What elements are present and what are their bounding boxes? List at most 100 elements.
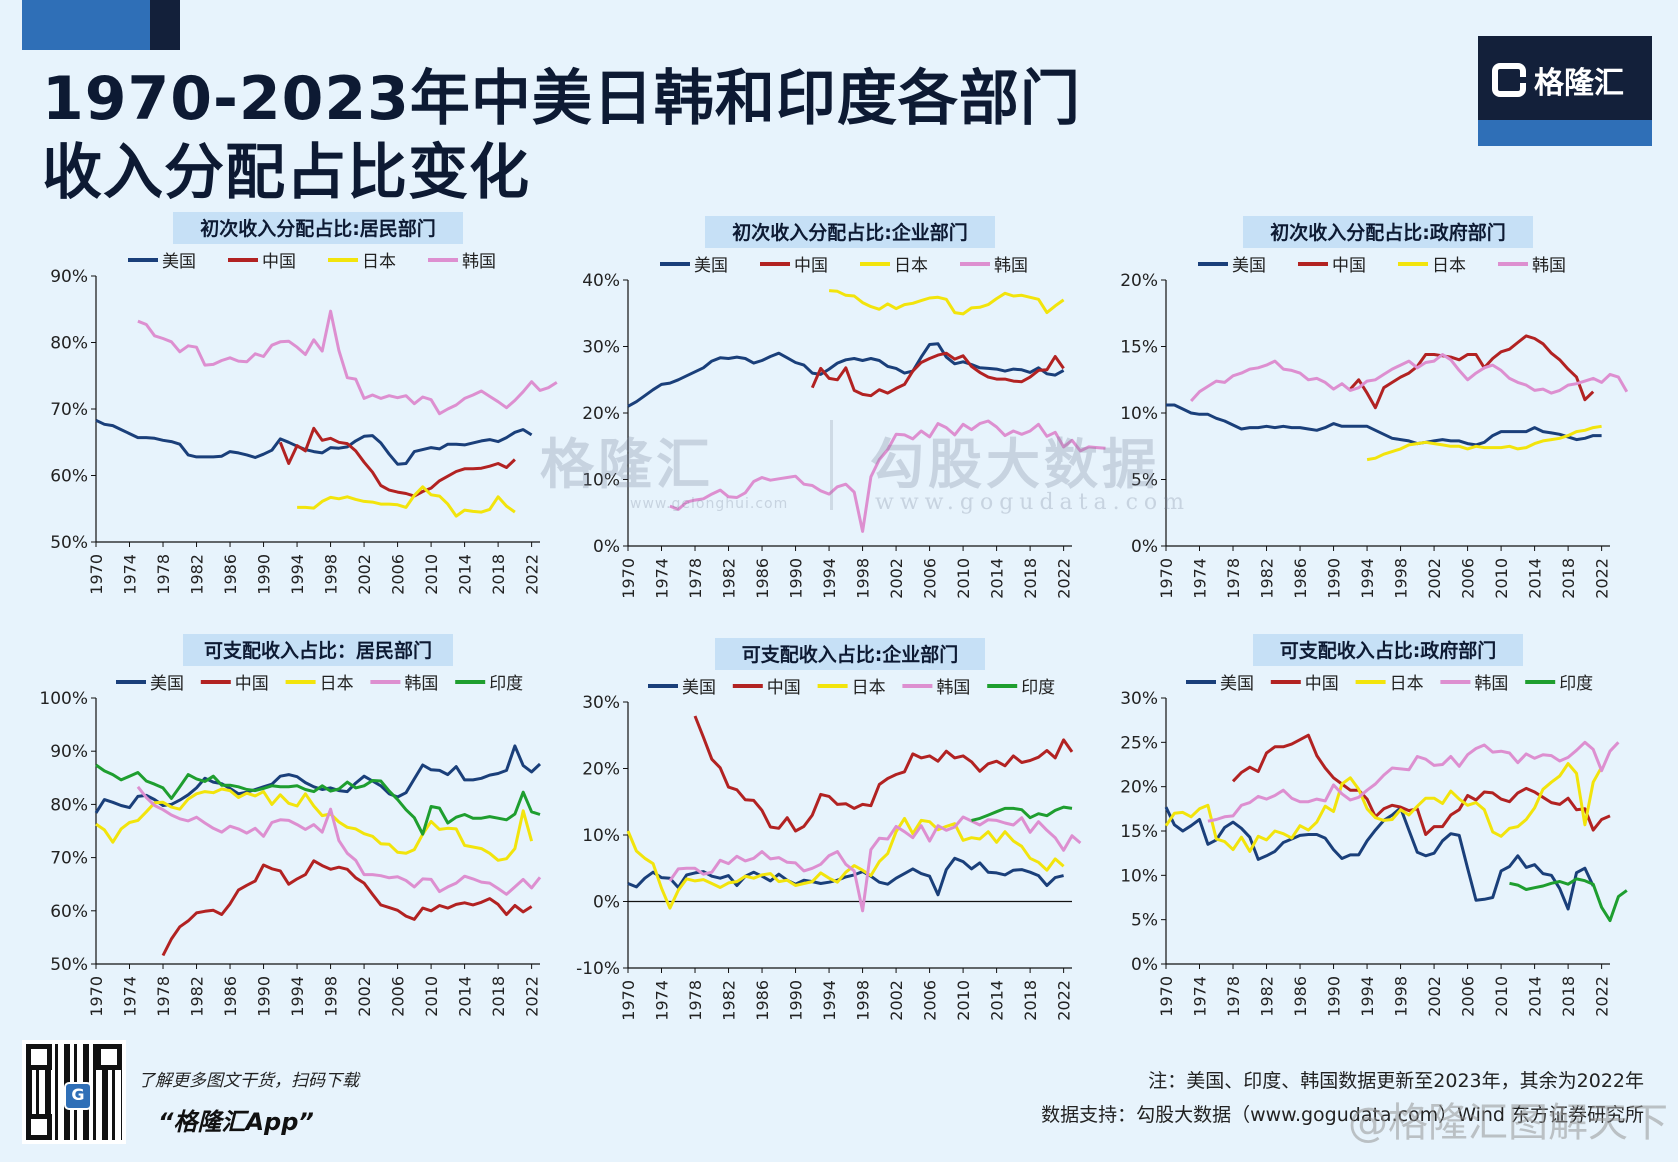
x-tick-label: 2014 [1526, 976, 1545, 1017]
x-tick-label: 1990 [787, 980, 806, 1021]
x-tick-label: 2014 [456, 554, 475, 595]
legend-label: 韩国 [1474, 674, 1508, 694]
series-line [1231, 733, 1611, 836]
chart-title-box [705, 216, 995, 248]
y-tick-label: 70% [50, 849, 88, 869]
series-line [95, 418, 533, 466]
legend-label: 美国 [1220, 674, 1254, 694]
x-tick-label: 1970 [1157, 976, 1176, 1017]
y-tick-label: 5% [1131, 471, 1158, 491]
y-tick-label: 10% [582, 471, 620, 491]
series-line [810, 351, 1065, 398]
x-tick-label: 1990 [1325, 558, 1344, 599]
x-tick-label: 1986 [221, 976, 240, 1017]
y-tick-label: 0% [593, 893, 620, 913]
qr-corner-tr [96, 1044, 122, 1070]
y-tick-label: 10% [1120, 866, 1158, 886]
series-line [137, 309, 558, 416]
legend-label: 中国 [262, 252, 296, 272]
legend-label: 日本 [362, 252, 396, 272]
legend-label: 韩国 [404, 674, 438, 694]
brand-logo-strip [1478, 120, 1652, 146]
y-tick-label: 30% [582, 693, 620, 713]
chart-title: 初次收入分配占比:企业部门 [732, 221, 968, 244]
x-tick-label: 2022 [523, 976, 542, 1017]
download-qr-code[interactable]: G [22, 1040, 126, 1144]
legend-label: 日本 [320, 674, 354, 694]
series-line [971, 805, 1073, 822]
x-tick-label: 2002 [887, 558, 906, 599]
x-tick-label: 1982 [1258, 558, 1277, 599]
legend-label: 日本 [852, 678, 886, 698]
chart-title-box [173, 212, 463, 244]
x-tick-label: 1994 [820, 558, 839, 599]
x-tick-label: 1990 [255, 554, 274, 595]
qr-corner-bl [26, 1114, 52, 1140]
x-tick-label: 2018 [489, 976, 508, 1017]
y-tick-label: 0% [1131, 955, 1158, 975]
x-tick-label: 1970 [87, 976, 106, 1017]
series-line [1164, 762, 1603, 853]
x-tick-label: 2010 [422, 976, 441, 1017]
brand-logo-text: 格隆汇 [1534, 66, 1624, 101]
chart-primary-household: 初次收入分配占比:居民部门 美国 中国 日本 韩国 50% 60% 70% 80% 90% 1970… [30, 212, 558, 646]
title-line-2: 收入分配占比变化 [42, 138, 530, 208]
legend-label: 美国 [694, 256, 728, 276]
chart-title-box [1253, 634, 1523, 666]
x-tick-label: 2010 [954, 558, 973, 599]
x-tick-label: 2014 [456, 976, 475, 1017]
legend-label: 中国 [235, 674, 269, 694]
series-line [95, 787, 534, 862]
series-line [669, 419, 1106, 533]
x-tick-label: 1974 [121, 976, 140, 1017]
x-tick-label: 1986 [753, 980, 772, 1021]
y-tick-label: 15% [1120, 338, 1158, 358]
x-tick-label: 1978 [1224, 976, 1243, 1017]
x-tick-label: 2006 [921, 980, 940, 1021]
x-tick-label: 1974 [121, 554, 140, 595]
x-tick-label: 2022 [1055, 558, 1074, 599]
series-line [626, 816, 1065, 910]
x-tick-label: 2006 [1459, 976, 1478, 1017]
legend-label: 日本 [1432, 256, 1466, 276]
x-tick-label: 1990 [255, 976, 274, 1017]
y-tick-label: 15% [1120, 822, 1158, 842]
series-line [627, 342, 1065, 408]
x-tick-label: 2002 [1425, 558, 1444, 599]
x-tick-label: 1970 [619, 980, 638, 1021]
y-tick-label: 50% [50, 533, 88, 553]
x-tick-label: 2018 [1559, 976, 1578, 1017]
x-tick-label: 2018 [489, 554, 508, 595]
y-tick-label: 40% [582, 271, 620, 291]
legend-label: 韩国 [994, 256, 1028, 276]
x-tick-label: 1978 [686, 980, 705, 1021]
x-tick-label: 2006 [389, 976, 408, 1017]
x-tick-label: 2022 [1593, 558, 1612, 599]
promo-text: 了解更多图文干货，扫码下载 [138, 1071, 359, 1091]
x-tick-label: 1982 [720, 558, 739, 599]
x-tick-label: 1974 [1191, 976, 1210, 1017]
x-tick-label: 1986 [1291, 558, 1310, 599]
chart-title: 可支配收入占比：居民部门 [204, 639, 432, 662]
x-tick-label: 2002 [1425, 976, 1444, 1017]
chart-title: 初次收入分配占比:居民部门 [200, 217, 436, 240]
page-title: 1970-2023年中美日韩和印度各部门 收入分配占比变化 [42, 62, 1081, 210]
chart-disposable-corporate: 可支配收入占比:企业部门 美国 中国 日本 韩国 印度 -10% 0% 10% 20% 30% 197… [562, 638, 1082, 1072]
x-tick-label: 2006 [1459, 558, 1478, 599]
x-tick-label: 1982 [188, 554, 207, 595]
y-tick-label: 20% [582, 404, 620, 424]
y-tick-label: 20% [582, 760, 620, 780]
chart-title-box [183, 634, 453, 666]
x-tick-label: 2002 [355, 976, 374, 1017]
x-tick-label: 1986 [753, 558, 772, 599]
y-tick-label: 20% [1120, 271, 1158, 291]
qr-logo-icon: G [64, 1082, 92, 1110]
series-line [95, 763, 541, 836]
legend-label: 日本 [1390, 674, 1424, 694]
qr-corner-tl [26, 1044, 52, 1070]
x-tick-label: 2002 [355, 554, 374, 595]
chart-title: 可支配收入占比:政府部门 [1280, 639, 1497, 662]
